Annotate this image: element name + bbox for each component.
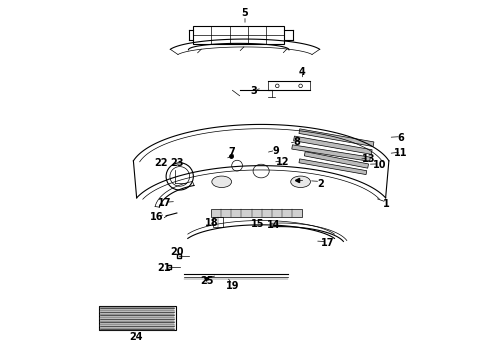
Bar [211, 209, 302, 217]
Text: 5: 5 [242, 8, 248, 18]
Ellipse shape [212, 176, 232, 188]
Text: 17: 17 [321, 238, 334, 248]
Bar [304, 152, 368, 168]
Text: 6: 6 [397, 133, 404, 143]
Bar [193, 26, 285, 44]
Text: 21: 21 [158, 262, 171, 273]
Text: 15: 15 [251, 220, 264, 229]
Bar [294, 136, 372, 154]
Text: 24: 24 [129, 332, 143, 342]
Text: 17: 17 [158, 198, 171, 208]
Text: 3: 3 [250, 86, 257, 96]
Bar [299, 159, 367, 175]
Text: 23: 23 [170, 158, 184, 168]
Bar [299, 129, 374, 147]
Text: 8: 8 [294, 138, 300, 147]
Bar [214, 217, 223, 226]
Bar [98, 306, 176, 330]
Text: 20: 20 [170, 247, 184, 257]
Text: 11: 11 [394, 148, 408, 158]
Bar [292, 145, 370, 161]
Text: 4: 4 [299, 67, 306, 77]
Ellipse shape [291, 176, 311, 188]
Text: 1: 1 [383, 199, 390, 210]
Text: 25: 25 [200, 276, 214, 286]
Text: 9: 9 [272, 146, 279, 156]
Text: 16: 16 [150, 212, 164, 222]
Text: 2: 2 [317, 179, 324, 189]
Text: 22: 22 [155, 158, 168, 168]
Text: 14: 14 [267, 220, 280, 230]
Text: 12: 12 [276, 157, 290, 167]
Text: 19: 19 [226, 281, 239, 291]
Text: 10: 10 [373, 160, 386, 170]
Text: 18: 18 [205, 218, 219, 228]
Text: 13: 13 [362, 154, 375, 164]
Text: 7: 7 [228, 147, 235, 157]
